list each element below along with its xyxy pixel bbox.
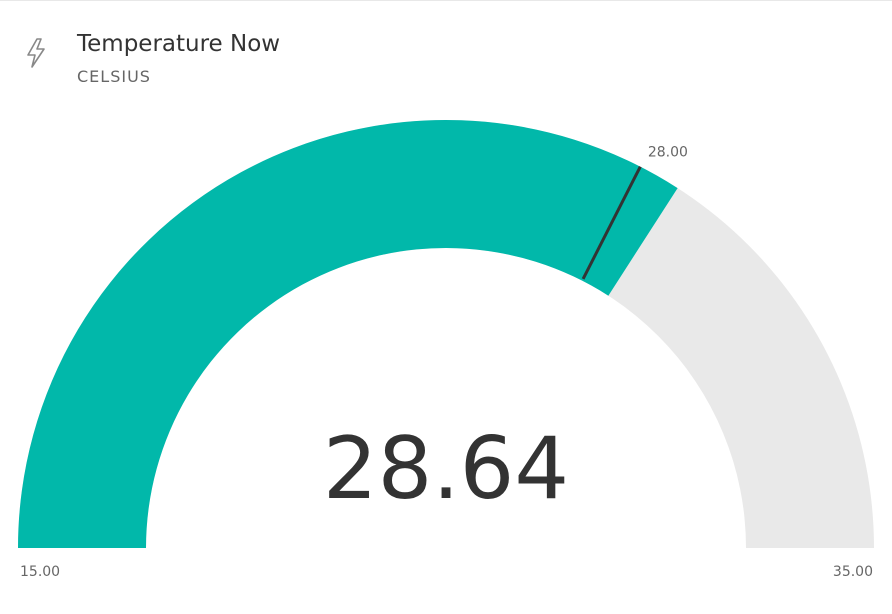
tile-title: Temperature Now bbox=[77, 31, 281, 57]
gauge-fill bbox=[18, 120, 678, 549]
lightning-bolt-icon bbox=[24, 38, 48, 68]
tile-subtitle: CELSIUS bbox=[77, 67, 151, 86]
gauge-value: 28.64 bbox=[323, 419, 569, 519]
gauge-target-label: 28.00 bbox=[648, 145, 688, 161]
gauge-max-label: 35.00 bbox=[833, 564, 873, 580]
gauge-target-marker bbox=[581, 165, 642, 280]
gauge-min-label: 15.00 bbox=[20, 564, 60, 580]
